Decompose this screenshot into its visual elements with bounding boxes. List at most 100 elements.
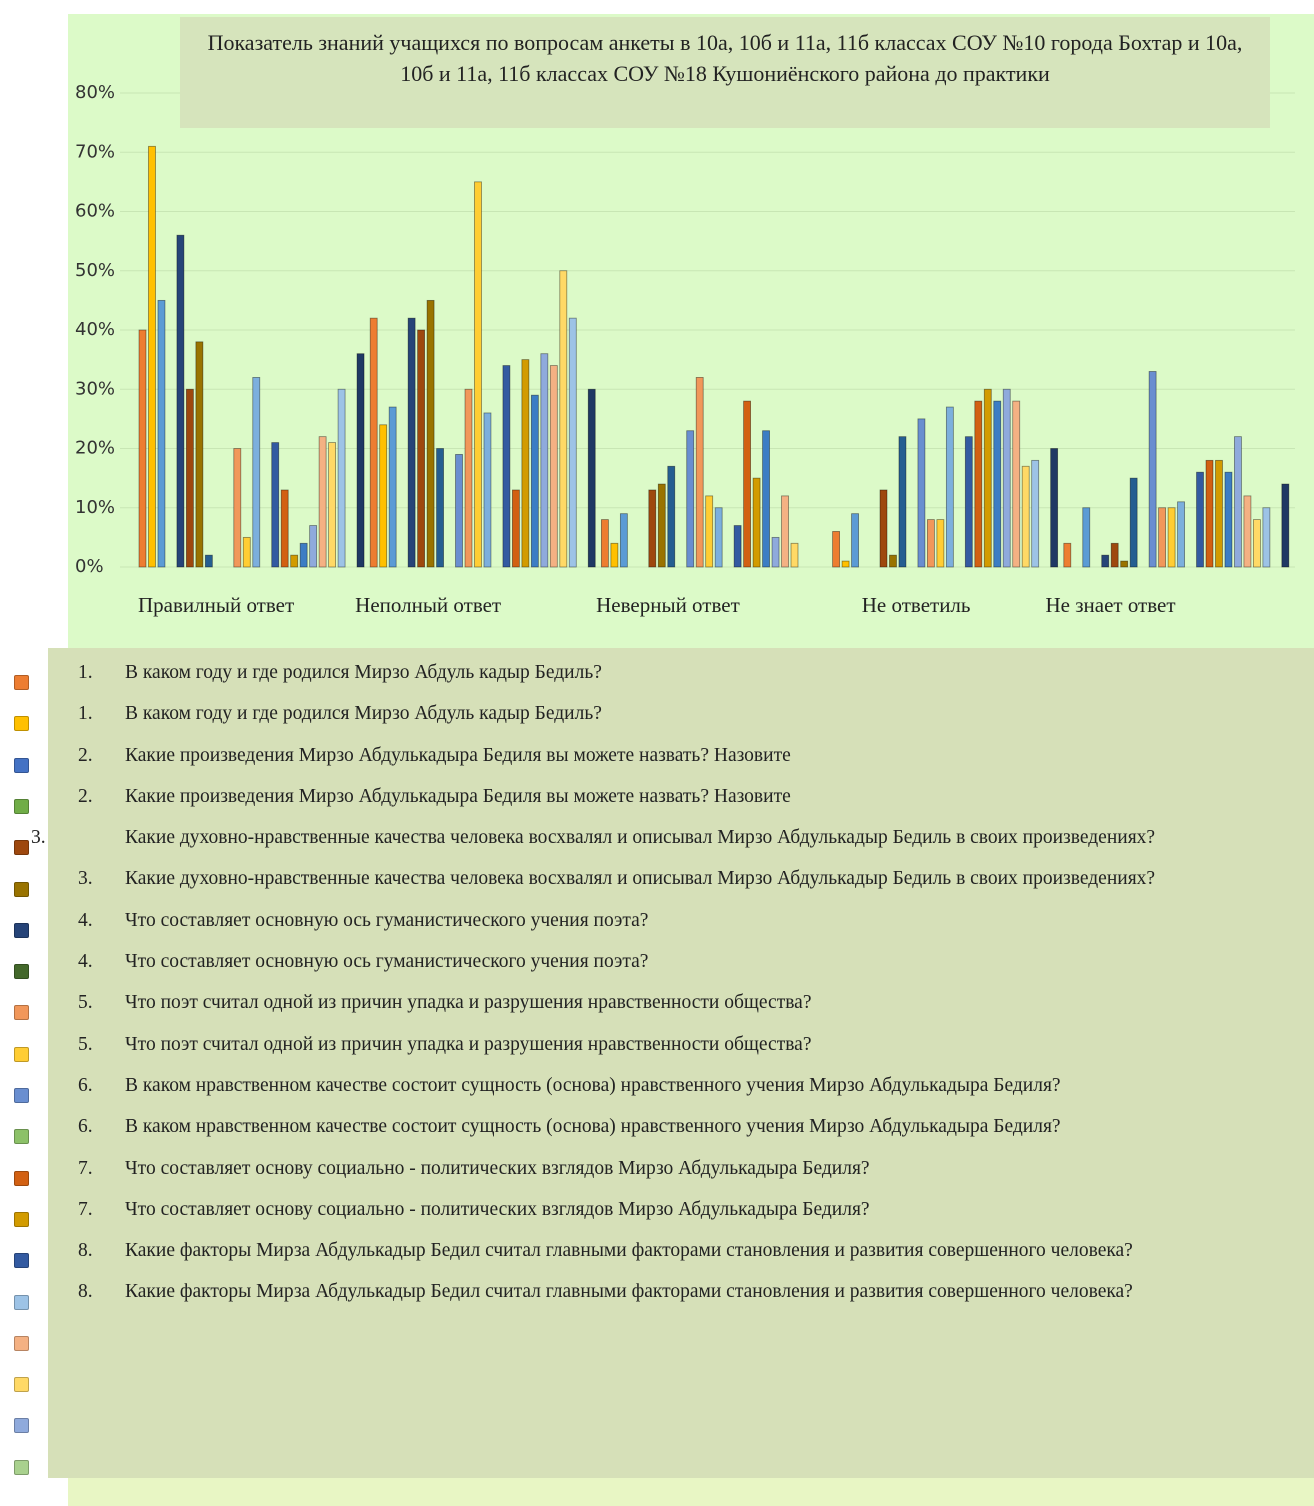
bar	[1110, 542, 1119, 568]
question-text: Какие произведения Мирзо Абдулькадыра Бе…	[125, 785, 791, 807]
bar	[271, 442, 280, 568]
question-item: 5. Что поэт считал одной из причин упадка…	[78, 982, 1314, 1023]
question-item: 1. В каком году и где родился Мирзо Абдул…	[78, 652, 1314, 693]
question-text: В каком нравственном качестве состоит су…	[125, 1116, 1061, 1138]
question-number: 1.	[78, 662, 93, 683]
bar	[185, 388, 194, 568]
question-list: 1. В каком году и где родился Мирзо Абдул…	[31, 652, 1314, 1313]
bar	[1002, 388, 1011, 568]
bar	[1120, 560, 1129, 568]
bar	[521, 359, 530, 568]
x-tick-label: Неверный ответ	[596, 593, 740, 617]
bar	[1177, 501, 1185, 568]
bar	[974, 400, 983, 568]
bar	[540, 353, 549, 568]
bar	[1158, 507, 1166, 568]
y-tick-label: 70%	[75, 141, 115, 162]
question-text: Какие факторы Мирза Абдулькадыр Бедил сч…	[125, 1281, 1133, 1303]
y-tick-label: 50%	[75, 260, 115, 281]
bar	[309, 525, 318, 568]
bar	[879, 489, 888, 568]
bar	[530, 394, 539, 568]
question-number: 4.	[78, 909, 93, 931]
legend-swatch	[14, 840, 29, 856]
bar	[549, 365, 558, 568]
bar	[1050, 448, 1059, 568]
bar	[945, 406, 954, 568]
bar	[841, 560, 850, 568]
question-number: 4.	[78, 951, 93, 973]
bar	[483, 412, 492, 568]
bar	[1082, 507, 1091, 568]
bar	[705, 495, 714, 568]
bar	[318, 436, 327, 568]
legend-swatch	[14, 881, 29, 897]
legend-swatch	[14, 1253, 29, 1269]
bar	[587, 388, 596, 568]
bar	[1101, 554, 1110, 568]
question-number: 6.	[78, 1116, 93, 1138]
legend-swatch	[14, 716, 29, 732]
question-number: 2.	[78, 744, 93, 766]
legend-swatch	[14, 964, 29, 980]
bar	[176, 234, 185, 568]
bar	[790, 542, 799, 568]
bar	[1063, 542, 1072, 568]
bar	[983, 388, 992, 568]
bar	[157, 299, 166, 568]
y-tick-label: 40%	[75, 319, 115, 340]
x-tick-label: Правилный ответ	[138, 593, 295, 617]
bar	[1012, 400, 1021, 568]
bar	[964, 436, 973, 568]
question-text: В каком году и где родился Мирзо Абдуль …	[125, 703, 602, 725]
bar	[455, 454, 463, 568]
bar	[1148, 371, 1157, 568]
bar	[1031, 459, 1040, 568]
legend-swatch	[14, 1211, 29, 1227]
y-tick-label: 10%	[75, 497, 115, 518]
bar	[138, 329, 147, 568]
y-tick-label: 80%	[75, 82, 115, 103]
bar	[1234, 436, 1242, 568]
question-text: Что составляет основу социально - полити…	[125, 1157, 870, 1179]
bar	[252, 376, 261, 568]
bar	[233, 448, 242, 568]
question-text: В каком нравственном качестве состоит су…	[125, 1074, 1061, 1096]
question-text: Что составляет основу социально - полити…	[125, 1198, 870, 1220]
legend-swatch	[14, 1294, 29, 1310]
question-item: 3. Какие духовно-нравственные качества че…	[31, 817, 1314, 858]
bar	[657, 483, 666, 568]
bar	[993, 400, 1002, 568]
bar	[733, 525, 742, 568]
bar	[1021, 465, 1030, 568]
question-number: 3.	[31, 827, 46, 849]
bar	[502, 365, 511, 568]
bar	[936, 519, 945, 568]
bar	[1196, 471, 1204, 568]
bar	[328, 442, 337, 568]
bar	[290, 554, 299, 568]
x-tick-label: Неполный ответ	[355, 593, 502, 617]
legend-swatch	[14, 1418, 29, 1434]
legend-swatch	[14, 1170, 29, 1186]
bar	[559, 270, 568, 568]
question-number: 3.	[78, 868, 93, 890]
bar	[1243, 495, 1252, 568]
bar	[714, 507, 723, 568]
bar	[417, 329, 426, 568]
question-text: Что составляет основную ось гуманистичес…	[125, 909, 649, 931]
bar	[1262, 507, 1271, 568]
bar	[242, 536, 251, 568]
y-tick-label: 20%	[75, 438, 115, 459]
bar	[619, 513, 628, 568]
bar	[667, 465, 676, 568]
bar	[771, 536, 780, 568]
bar	[898, 436, 907, 568]
question-item: 1. В каком году и где родился Мирзо Абдул…	[78, 693, 1314, 734]
question-text: Что составляет основную ось гуманистичес…	[125, 951, 649, 973]
question-number: 6.	[78, 1074, 93, 1096]
legend-swatch	[14, 922, 29, 938]
question-number: 2.	[78, 785, 93, 807]
bar	[474, 181, 482, 568]
